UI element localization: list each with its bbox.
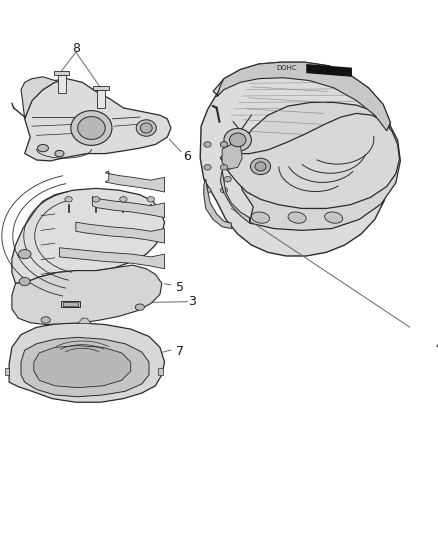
Ellipse shape (71, 111, 112, 146)
Ellipse shape (55, 150, 64, 157)
Text: 4: 4 (436, 339, 438, 352)
Ellipse shape (251, 158, 271, 175)
Polygon shape (9, 322, 165, 402)
Ellipse shape (230, 133, 246, 147)
Polygon shape (220, 170, 250, 223)
Ellipse shape (224, 128, 251, 151)
Ellipse shape (140, 123, 152, 133)
Ellipse shape (41, 317, 50, 323)
Polygon shape (200, 73, 393, 256)
Ellipse shape (19, 278, 30, 286)
Text: 8: 8 (72, 42, 80, 55)
Ellipse shape (288, 212, 306, 223)
Polygon shape (76, 222, 165, 243)
Polygon shape (213, 62, 390, 137)
Ellipse shape (220, 165, 228, 170)
Text: 3: 3 (188, 295, 196, 308)
Ellipse shape (220, 188, 228, 193)
Text: 5: 5 (176, 281, 184, 295)
Ellipse shape (147, 197, 155, 202)
Ellipse shape (204, 165, 211, 170)
Ellipse shape (135, 304, 145, 310)
Ellipse shape (65, 197, 72, 202)
Ellipse shape (220, 142, 228, 147)
Ellipse shape (224, 176, 231, 182)
Ellipse shape (224, 165, 231, 170)
Ellipse shape (136, 120, 156, 136)
Polygon shape (57, 75, 66, 93)
Polygon shape (12, 265, 162, 325)
Text: 7: 7 (176, 345, 184, 359)
Polygon shape (25, 79, 171, 161)
Polygon shape (158, 368, 163, 375)
Ellipse shape (78, 117, 105, 140)
Polygon shape (12, 188, 165, 284)
Polygon shape (306, 64, 352, 77)
Text: 6: 6 (184, 150, 191, 163)
Polygon shape (105, 171, 165, 192)
Polygon shape (78, 318, 92, 324)
Ellipse shape (325, 212, 343, 223)
Ellipse shape (204, 188, 211, 193)
Ellipse shape (220, 142, 228, 147)
Ellipse shape (120, 197, 127, 202)
Polygon shape (61, 301, 80, 307)
Ellipse shape (251, 212, 269, 223)
Ellipse shape (224, 152, 231, 158)
Text: DOHC: DOHC (276, 64, 297, 71)
Polygon shape (220, 114, 399, 208)
Polygon shape (238, 102, 400, 230)
Polygon shape (63, 302, 78, 306)
Ellipse shape (255, 162, 266, 171)
Polygon shape (217, 62, 390, 131)
Polygon shape (21, 77, 67, 119)
Ellipse shape (92, 197, 99, 202)
Polygon shape (60, 248, 165, 269)
Polygon shape (34, 345, 131, 387)
Polygon shape (204, 179, 231, 229)
Polygon shape (93, 86, 109, 90)
Polygon shape (97, 90, 105, 108)
Polygon shape (4, 368, 9, 375)
Ellipse shape (18, 249, 31, 259)
Polygon shape (92, 197, 165, 217)
Polygon shape (222, 144, 242, 169)
Ellipse shape (204, 142, 211, 147)
Polygon shape (21, 337, 149, 397)
Ellipse shape (38, 144, 49, 152)
Polygon shape (54, 71, 70, 75)
